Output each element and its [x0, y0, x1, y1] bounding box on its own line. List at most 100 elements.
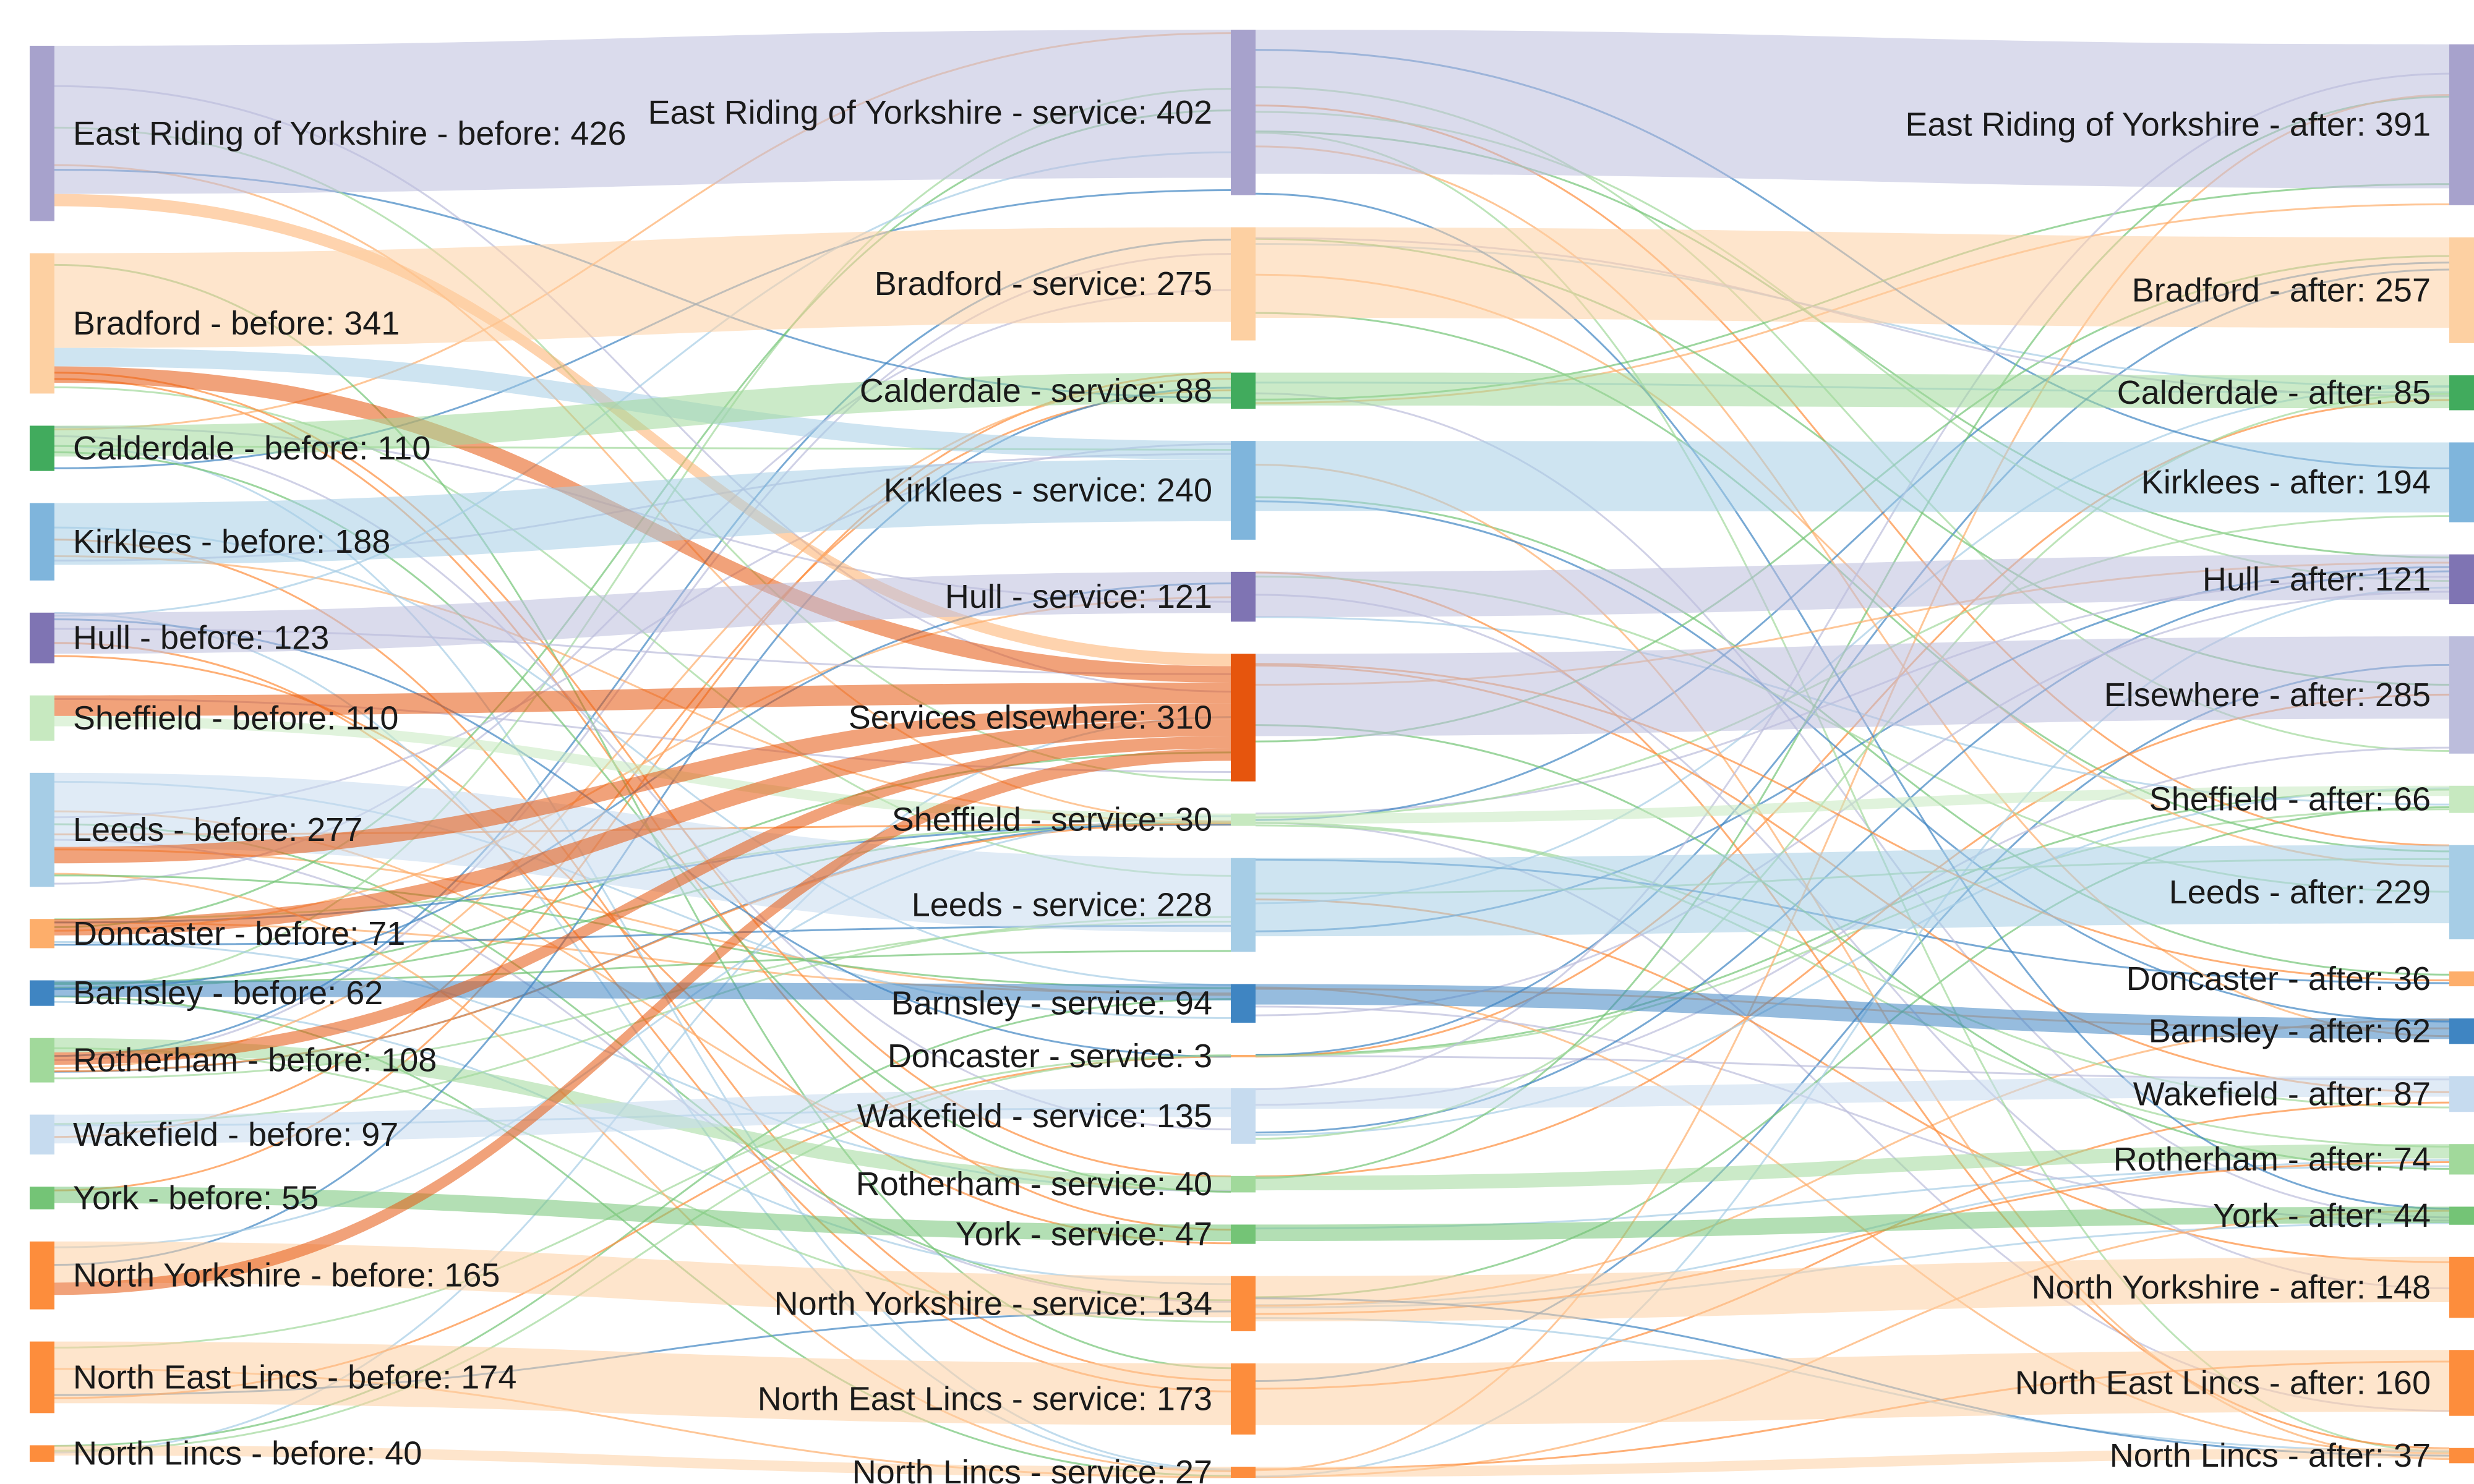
node-label: Services elsewhere: 310: [849, 699, 1212, 736]
sankey-node: [30, 612, 54, 663]
thin-link: [54, 151, 1231, 617]
sankey-link: [54, 772, 1231, 932]
sankey-node: [2449, 1256, 2474, 1318]
node-label: Doncaster - service: 3: [888, 1038, 1212, 1075]
sankey-node: [1231, 1363, 1256, 1435]
sankey-link: [54, 1341, 1231, 1425]
sankey-link: [1256, 984, 2449, 1039]
sankey-node: [30, 1187, 54, 1209]
sankey-node: [30, 46, 54, 221]
node-label: Sheffield - before: 110: [73, 699, 398, 736]
node-label: York - service: 47: [956, 1216, 1212, 1253]
sankey-link: [1256, 636, 2449, 736]
node-label: Hull - after: 121: [2202, 561, 2431, 598]
node-label: Rotherham - service: 40: [856, 1166, 1212, 1203]
sankey-node: [2449, 442, 2474, 522]
sankey-node: [1231, 1224, 1256, 1244]
node-label: Calderdale - before: 110: [73, 430, 430, 467]
labels: East Riding of Yorkshire - before: 426 Br…: [73, 94, 2431, 1484]
sankey-node: [2449, 1076, 2474, 1112]
sankey-node: [30, 695, 54, 741]
thin-link: [54, 998, 1231, 1447]
sankey-link: [54, 1445, 1231, 1477]
node-label: Doncaster - before: 71: [73, 915, 405, 952]
node-label: Bradford - service: 275: [875, 265, 1212, 302]
node-label: Barnsley - service: 94: [891, 985, 1212, 1022]
node-label: Calderdale - after: 85: [2117, 374, 2431, 411]
sankey-link: [54, 194, 1231, 667]
node-label: Barnsley - after: 62: [2149, 1013, 2431, 1050]
thin-link: [54, 1054, 1231, 1452]
node-label: North Lincs - after: 37: [2110, 1437, 2431, 1474]
sankey-node: [2449, 44, 2474, 205]
node-label: Wakefield - service: 135: [857, 1098, 1212, 1135]
sankey-link: [54, 715, 1231, 824]
sankey-node: [1231, 30, 1256, 195]
node-label: North Yorkshire - service: 134: [774, 1285, 1212, 1322]
sankey-link: [54, 736, 1231, 1065]
sankey-link: [1256, 1144, 2449, 1191]
node-label: Rotherham - before: 108: [73, 1042, 437, 1079]
thin-link: [54, 996, 1231, 1477]
node-label: Calderdale - service: 88: [860, 372, 1212, 409]
sankey-node: [1231, 984, 1256, 1023]
thin-link: [54, 1054, 1231, 1349]
node-label: North Lincs - service: 27: [852, 1454, 1212, 1484]
sankey-link: [54, 748, 1231, 1295]
thin-link: [54, 874, 1231, 989]
thin-link: [54, 655, 1231, 1245]
sankey-node: [1231, 813, 1256, 826]
node-label: Wakefield - before: 97: [73, 1116, 398, 1153]
sankey-node: [1231, 441, 1256, 540]
node-label: North Lincs - before: 40: [73, 1435, 422, 1472]
sankey-node: [30, 1341, 54, 1414]
sankey-link: [54, 1187, 1231, 1242]
sankey-link: [1256, 227, 2449, 328]
node-label: Leeds - before: 277: [73, 811, 362, 848]
sankey-node: [1231, 571, 1256, 622]
sankey-link: [1256, 785, 2449, 824]
links: [54, 30, 2449, 1477]
sankey-node: [2449, 1206, 2474, 1225]
node-label: North East Lincs - before: 174: [73, 1358, 516, 1396]
node-label: Wakefield - after: 87: [2133, 1075, 2431, 1112]
thin-link: [1255, 806, 2450, 1298]
sankey-node: [1231, 1054, 1256, 1057]
sankey-link: [1256, 1256, 2449, 1321]
thin-link: [1255, 808, 2450, 1057]
sankey-node: [30, 919, 54, 949]
node-label: Doncaster - after: 36: [2126, 960, 2431, 997]
thin-link: [54, 815, 1231, 1248]
sankey-node: [2449, 636, 2474, 754]
sankey-link: [54, 682, 1231, 716]
sankey-node: [30, 980, 54, 1006]
thin-link: [54, 539, 1231, 1381]
sankey-node: [1231, 1175, 1256, 1193]
node-label: Bradford - before: 341: [73, 305, 400, 342]
sankey-link: [54, 571, 1231, 654]
node-label: Kirklees - after: 194: [2141, 464, 2431, 501]
thin-link: [54, 921, 1231, 1080]
sankey-link: [1256, 1206, 2449, 1242]
sankey-link: [54, 372, 1231, 457]
sankey-link: [1256, 372, 2449, 409]
thin-link: [1255, 693, 2450, 1178]
thin-link: [1255, 500, 2450, 1023]
sankey-link: [1256, 1350, 2449, 1425]
thin-link: [54, 1000, 1231, 1286]
sankey-node: [30, 503, 54, 581]
node-label: Leeds - after: 229: [2169, 874, 2431, 911]
node-label: Hull - before: 123: [73, 620, 329, 657]
sankey-link: [54, 703, 1231, 864]
node-label: Elsewhere - after: 285: [2104, 676, 2431, 714]
thin-link: [1255, 724, 2450, 1170]
node-label: Sheffield - after: 66: [2149, 781, 2431, 818]
node-label: North East Lincs - after: 160: [2015, 1365, 2431, 1402]
sankey-link: [1256, 1076, 2449, 1109]
sankey-node: [30, 425, 54, 471]
node-label: Leeds - service: 228: [912, 887, 1212, 924]
sankey-node: [2449, 1448, 2474, 1464]
thin-link: [54, 377, 1231, 1069]
sankey-link: [54, 719, 1231, 936]
sankey-node: [30, 1038, 54, 1083]
